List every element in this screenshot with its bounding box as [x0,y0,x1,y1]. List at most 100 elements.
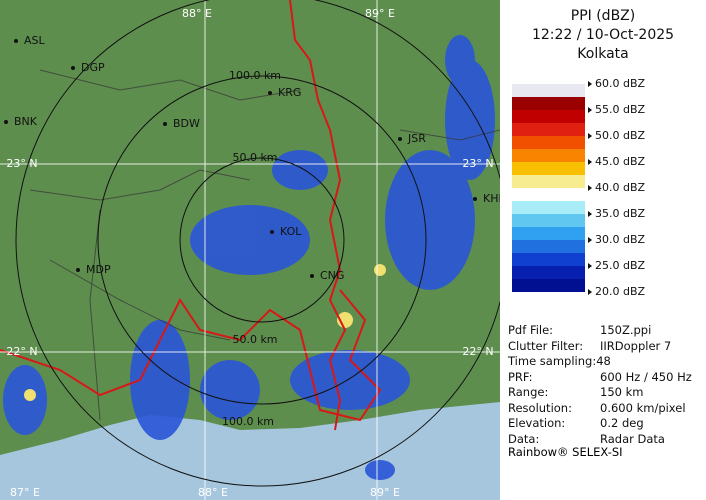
range-label: 50.0 km [232,333,277,346]
range-label: 100.0 km [229,69,281,82]
place-label: CNG [320,269,344,282]
place-label: MDP [86,263,111,276]
level-label: 25.0 dBZ [595,259,646,272]
info-row: Data: Radar Data [508,432,692,448]
scale-swatch [512,123,585,136]
scale-swatch [512,97,585,110]
range-label: 50.0 km [232,151,277,164]
grid-label: 88° E [182,7,212,20]
info-value: 0.600 km/pixel [600,400,686,415]
color-scale: 60.0 dBZ 55.0 dBZ 50.0 dBZ 45.0 dBZ 40.0 dBZ… [512,77,646,298]
info-key: Time sampling:48 [508,354,611,368]
level-label: 20.0 dBZ [595,285,646,298]
place-label: KHL [483,192,500,205]
place-dot [14,39,18,43]
grid-label: 89° E [365,7,395,20]
info-value: IIRDoppler 7 [600,338,672,353]
range-label: 100.0 km [222,415,274,428]
place-label: ASL [24,34,46,47]
info-value: 150Z.ppi [600,323,652,337]
level-label: 60.0 dBZ [595,77,646,90]
level-label: 40.0 dBZ [595,181,646,194]
info-row: Resolution: 0.600 km/pixel [508,401,692,417]
grid-label: 87° E [10,486,40,499]
place-dot [163,122,167,126]
level-arrow [588,133,592,139]
scale-swatch [512,214,585,227]
info-value: 150 km [600,385,644,399]
grid-label: 23° N [6,157,37,170]
info-table: Pdf File: 150Z.ppi Clutter Filter: IIRDoppl… [508,323,692,447]
grid-label: 88° E [198,486,228,499]
place-dot [4,120,8,124]
scale-swatch [512,188,585,201]
scale-swatch [512,149,585,162]
info-row: Time sampling:48 [508,354,692,370]
place-dot [270,230,274,234]
place-label: BNK [14,115,38,128]
level-arrow [588,237,592,243]
info-key: Pdf File: [508,323,554,337]
level-arrow [588,107,592,113]
level-arrow [588,263,592,269]
info-value: 600 Hz / 450 Hz [600,369,692,384]
info-row: Pdf File: 150Z.ppi [508,323,692,339]
graticule [0,0,500,500]
grid-label: 89° E [370,486,400,499]
level-arrow [588,185,592,191]
footer: Rainbow® SELEX-SI [508,445,623,459]
range-rings [15,0,500,487]
level-label: 45.0 dBZ [595,155,646,168]
info-key: Clutter Filter: [508,338,584,353]
border-line [289,0,347,431]
info-key: PRF: [508,369,533,384]
radar-map: 88° E 89° E 23° N 23° N 22° N 22° N 87° E 88° E… [0,0,500,500]
info-row: Clutter Filter: IIRDoppler 7 [508,339,692,355]
info-key: Range: [508,385,549,399]
scale-swatch [512,227,585,240]
place-label: KOL [280,225,302,238]
level-label: 55.0 dBZ [595,103,646,116]
level-label: 50.0 dBZ [595,129,646,142]
place-label: BDW [173,117,200,130]
info-row: Elevation: 0.2 deg [508,416,692,432]
level-label: 30.0 dBZ [595,233,646,246]
legend-time: 12:22 / 10-Oct-2025 [531,27,675,43]
info-value: Radar Data [600,431,665,446]
legend-panel: PPI (dBZ) 12:22 / 10-Oct-2025 Kolkata 60… [500,0,706,500]
info-key: Elevation: [508,416,566,430]
place-label: DGP [81,61,105,74]
place-dot [310,274,314,278]
place-dot [268,91,272,95]
scale-swatch [512,201,585,214]
place-label: JSR [407,132,426,145]
scale-swatch [512,162,585,175]
info-value: 0.2 deg [600,416,644,430]
scale-swatch [512,253,585,266]
place-dot [473,197,477,201]
info-row: PRF: 600 Hz / 450 Hz [508,370,692,386]
level-arrow [588,289,592,295]
place-label: KRG [278,86,301,99]
info-key: Resolution: [508,400,572,415]
coast-rivers [0,289,382,422]
info-key: Data: [508,431,540,446]
place-dot [398,137,402,141]
scale-swatch [512,279,585,292]
scale-swatch [512,110,585,123]
place-dot [76,268,80,272]
info-row: Range: 150 km [508,385,692,401]
scale-swatch [512,175,585,188]
grid-label: 23° N [462,157,493,170]
grid-label: 22° N [6,345,37,358]
scale-swatch [512,136,585,149]
legend-station: Kolkata [577,46,629,62]
scale-swatch [512,84,585,97]
scale-swatch [512,266,585,279]
level-label: 35.0 dBZ [595,207,646,220]
level-arrow [588,211,592,217]
level-arrow [588,159,592,165]
legend-title: PPI (dBZ) [570,8,636,24]
level-arrow [588,81,592,87]
